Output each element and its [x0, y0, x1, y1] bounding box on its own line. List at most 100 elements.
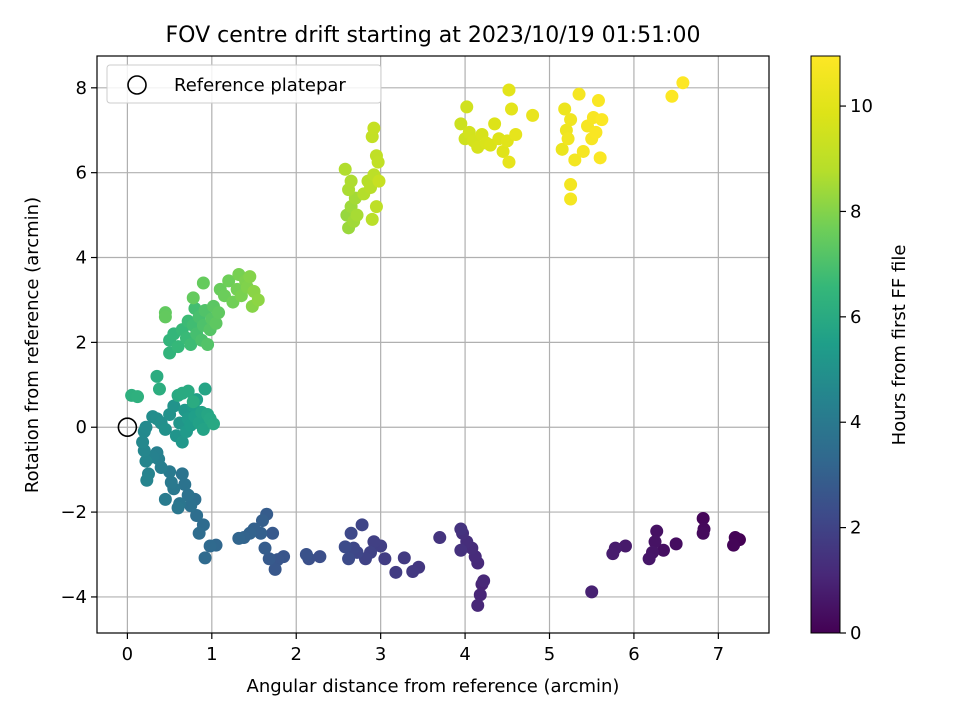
x-tick-label: 2 [291, 644, 302, 665]
legend-label: Reference platepar [174, 75, 346, 96]
data-point [158, 492, 172, 506]
data-point [727, 538, 741, 552]
data-point [389, 565, 403, 579]
data-point [564, 113, 578, 127]
data-point [606, 547, 620, 561]
y-tick-label: −4 [60, 587, 87, 608]
data-point [266, 526, 280, 540]
data-point [595, 113, 609, 127]
data-point [593, 151, 607, 165]
data-point [509, 127, 523, 141]
data-point [471, 598, 485, 612]
data-point [365, 212, 379, 226]
data-point [576, 144, 590, 158]
data-point [139, 454, 153, 468]
data-point [344, 174, 358, 188]
data-point [196, 422, 210, 436]
data-point [505, 102, 519, 116]
data-point [367, 121, 381, 135]
colorbar-tick-label: 6 [850, 307, 861, 328]
data-point [473, 588, 487, 602]
y-tick-label: 2 [76, 332, 87, 353]
data-point [568, 153, 582, 167]
data-point [378, 552, 392, 566]
data-point [342, 552, 356, 566]
legend-box [106, 64, 382, 104]
data-point [171, 501, 185, 515]
y-tick-label: 0 [76, 417, 87, 438]
data-point [268, 562, 282, 576]
data-point [203, 539, 217, 553]
data-point [299, 548, 313, 562]
data-point [338, 540, 352, 554]
colorbar-label: Hours from first FF file [889, 245, 910, 446]
data-point [555, 142, 569, 156]
data-point [192, 526, 206, 540]
colorbar-ticks: 0 2 4 6 8 10 [840, 96, 873, 644]
data-point [212, 306, 226, 320]
data-point [648, 535, 662, 549]
data-point [650, 524, 664, 538]
data-point [355, 518, 369, 532]
data-point [184, 499, 198, 513]
data-point [186, 395, 200, 409]
data-point [190, 508, 204, 522]
data-point [209, 316, 223, 330]
data-point [313, 550, 327, 564]
data-point [262, 552, 276, 566]
data-point [369, 200, 383, 214]
data-point [164, 475, 178, 489]
data-point [564, 192, 578, 206]
data-point [526, 108, 540, 122]
data-point [460, 100, 474, 114]
data-point [642, 552, 656, 566]
data-point [656, 543, 670, 557]
data-point [171, 340, 185, 354]
data-points [125, 76, 746, 612]
data-point [136, 435, 150, 449]
data-point [502, 83, 516, 97]
data-point [344, 526, 358, 540]
data-point [207, 417, 221, 431]
data-point [181, 384, 195, 398]
data-point [371, 155, 385, 169]
data-point [561, 132, 575, 146]
reference-point-marker [117, 417, 138, 438]
x-tick-label: 0 [122, 644, 133, 665]
data-point [158, 422, 172, 436]
colorbar-tick-label: 10 [850, 96, 873, 117]
y-tick-label: 6 [76, 163, 87, 184]
data-point [488, 117, 502, 131]
data-point [367, 535, 381, 549]
data-point [558, 102, 572, 116]
data-point [175, 467, 189, 481]
x-axis-label: Angular distance from reference (arcmin) [247, 676, 620, 697]
legend-marker-icon [127, 75, 147, 95]
x-tick-label: 5 [544, 644, 555, 665]
data-point [350, 208, 364, 222]
data-point [196, 276, 210, 290]
data-point [433, 531, 447, 545]
data-point [477, 574, 491, 588]
data-point [150, 369, 164, 383]
data-point [167, 399, 181, 413]
data-point [572, 87, 586, 101]
colorbar-tick-label: 0 [850, 623, 861, 644]
data-point [140, 473, 154, 487]
data-point [243, 270, 257, 284]
data-point [454, 117, 468, 131]
data-point [178, 478, 192, 492]
data-point [585, 585, 599, 599]
y-axis-label: Rotation from reference (arcmin) [22, 197, 43, 493]
data-point [201, 338, 215, 351]
data-point [139, 420, 153, 434]
chart-title: FOV centre drift starting at 2023/10/19 … [166, 23, 701, 48]
data-point [406, 564, 420, 578]
colorbar: 0 2 4 6 8 10 Hours from first FF file [810, 55, 910, 644]
data-point [696, 511, 710, 525]
colorbar-tick-label: 8 [850, 201, 861, 222]
colorbar-tick-label: 2 [850, 518, 861, 539]
data-point [258, 541, 272, 555]
data-point [618, 539, 632, 553]
